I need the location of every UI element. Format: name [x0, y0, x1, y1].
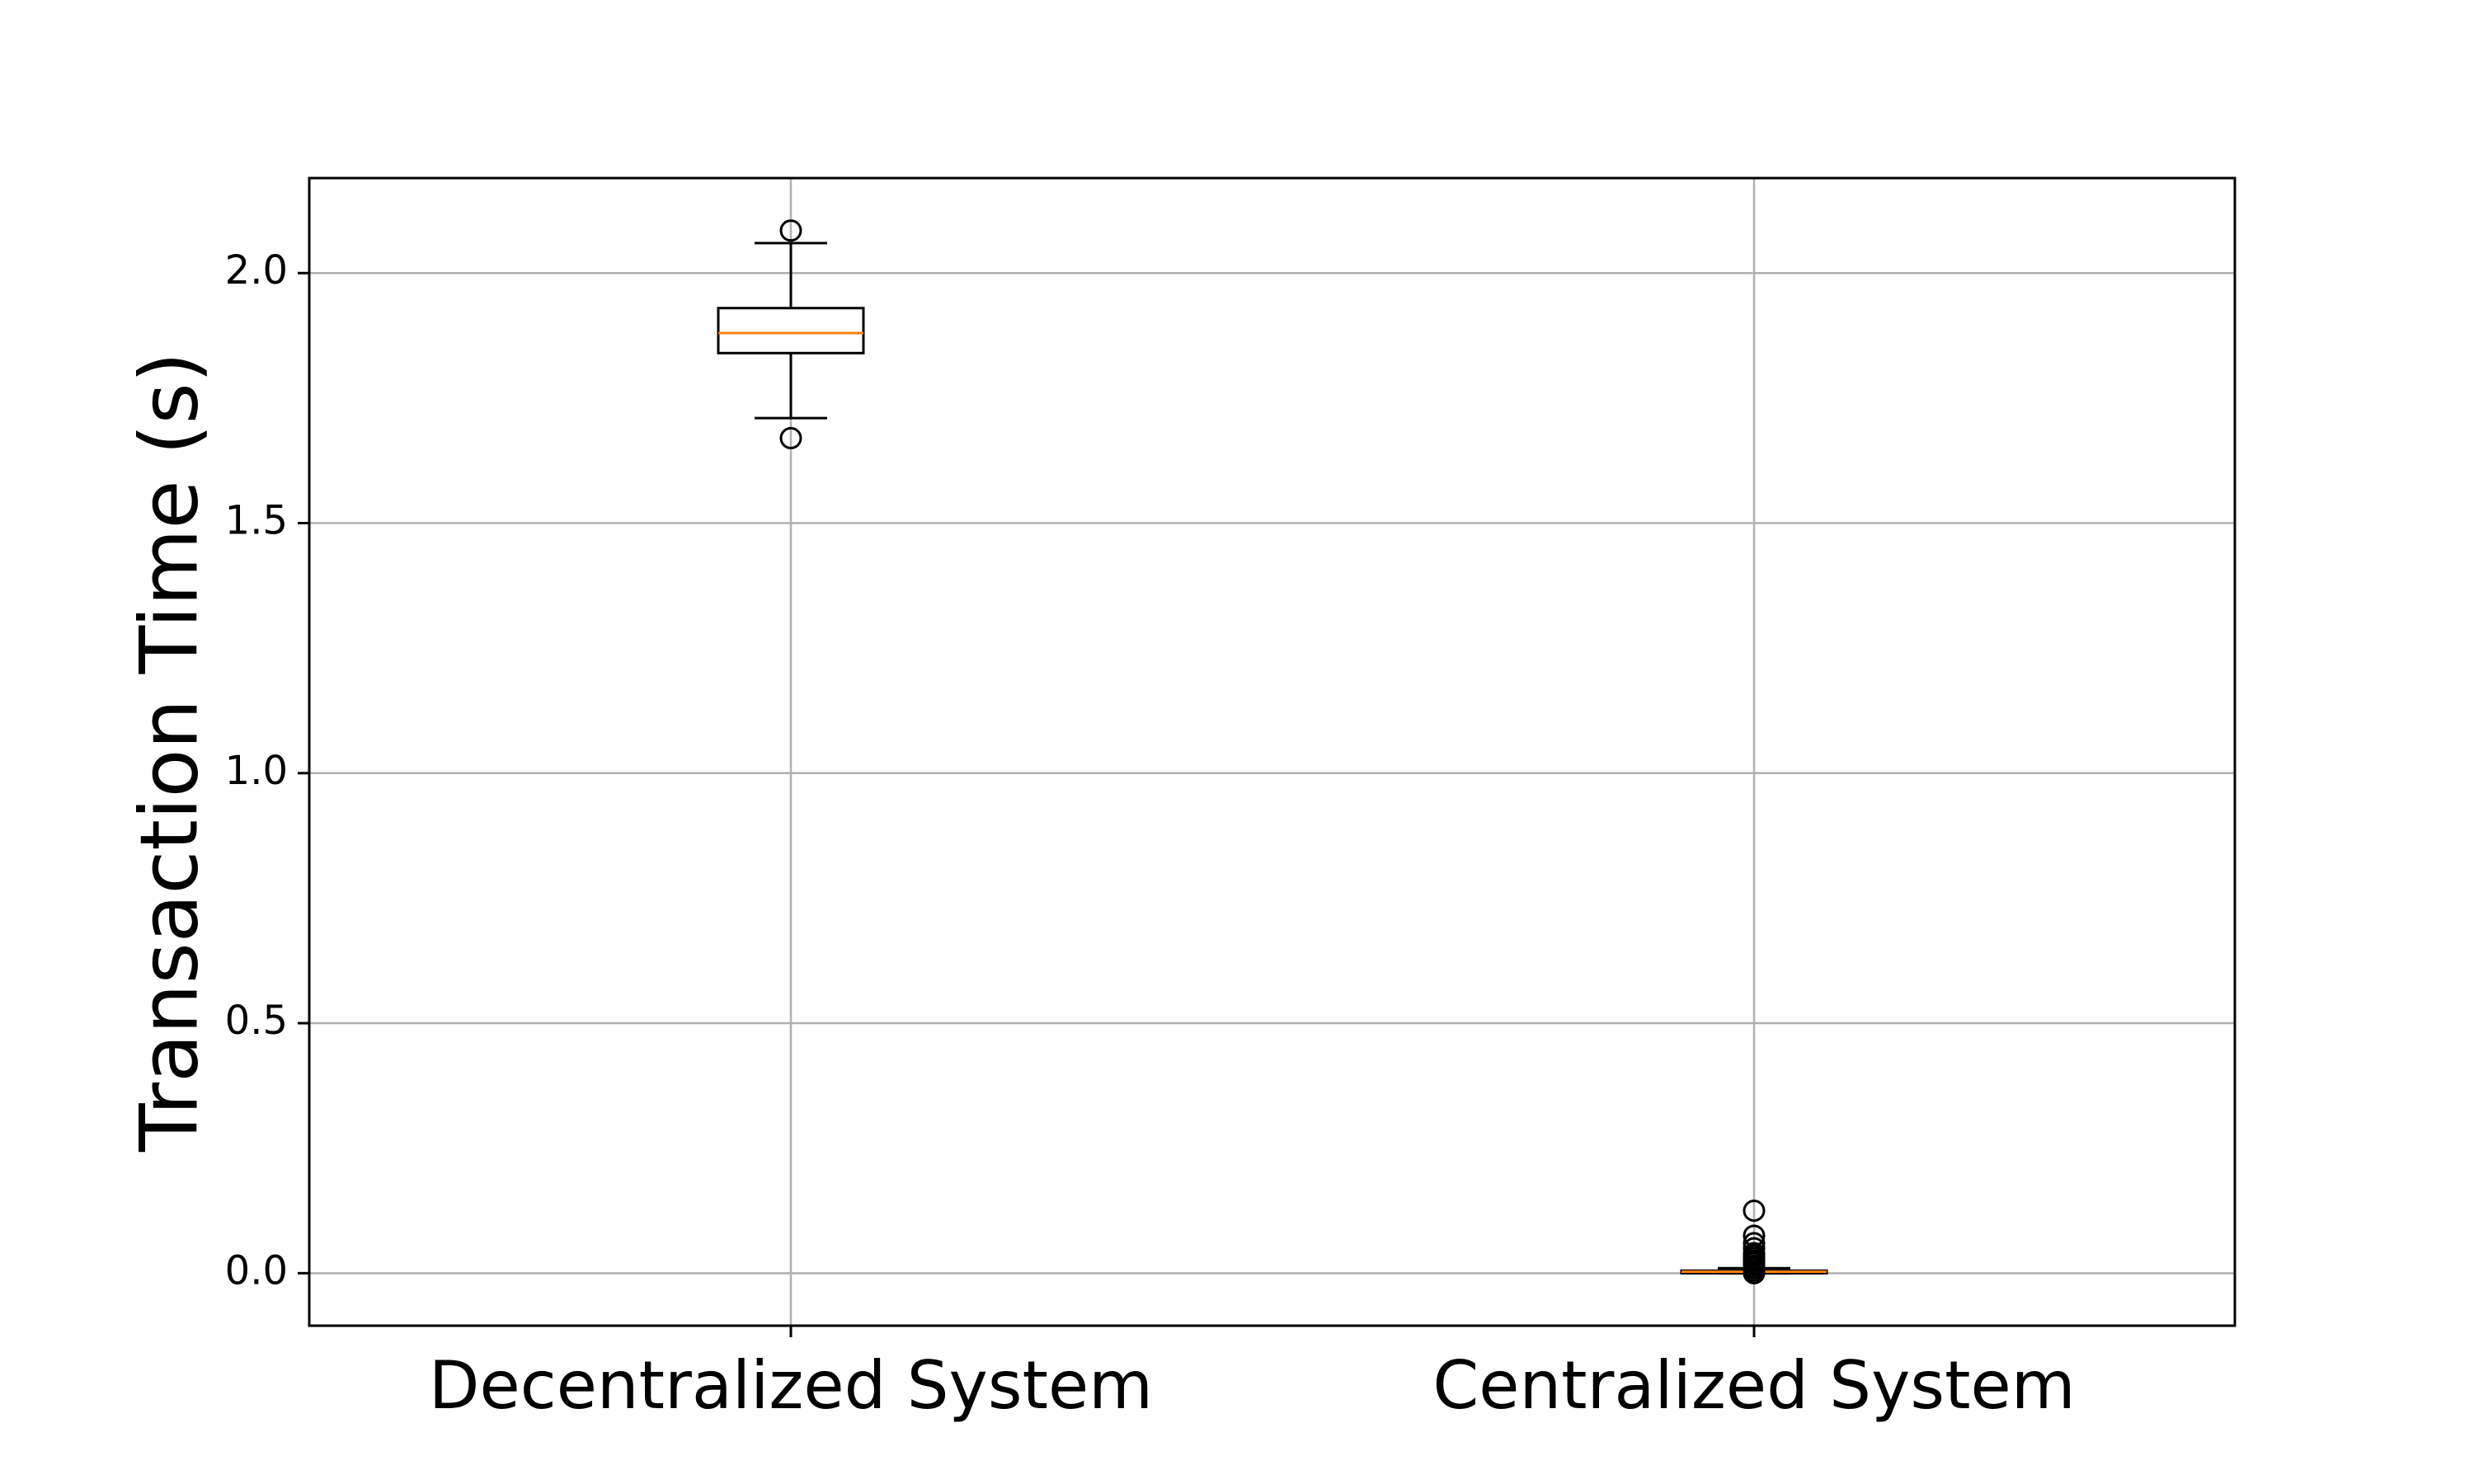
iqr-box — [717, 307, 865, 355]
y-tick-label: 0.5 — [225, 998, 288, 1044]
x-category-label: Centralized System — [1432, 1347, 2075, 1424]
grid-lines — [309, 178, 2235, 1326]
outlier-point — [1743, 1199, 1766, 1222]
plot-frame — [308, 176, 2236, 1327]
y-tick-label: 1.5 — [225, 498, 288, 544]
y-tick-label: 0.0 — [225, 1247, 288, 1294]
box-plot-group — [1680, 1199, 1828, 1284]
y-tick-label: 2.0 — [225, 247, 288, 294]
y-tick-label: 1.0 — [225, 748, 288, 794]
y-axis-title: Transaction Time (s) — [123, 352, 215, 1153]
outlier-point — [779, 426, 802, 449]
outlier-point — [1743, 1224, 1766, 1247]
axis-ticks: 0.0 0.5 1.0 1.5 2.0 Decentralized System Centr… — [225, 247, 2076, 1424]
outlier-point — [1743, 1232, 1766, 1255]
x-category-label: Decentralized System — [429, 1347, 1153, 1424]
box-plot-group — [717, 219, 865, 449]
box-plots — [717, 219, 1828, 1284]
outlier-point — [779, 219, 802, 242]
